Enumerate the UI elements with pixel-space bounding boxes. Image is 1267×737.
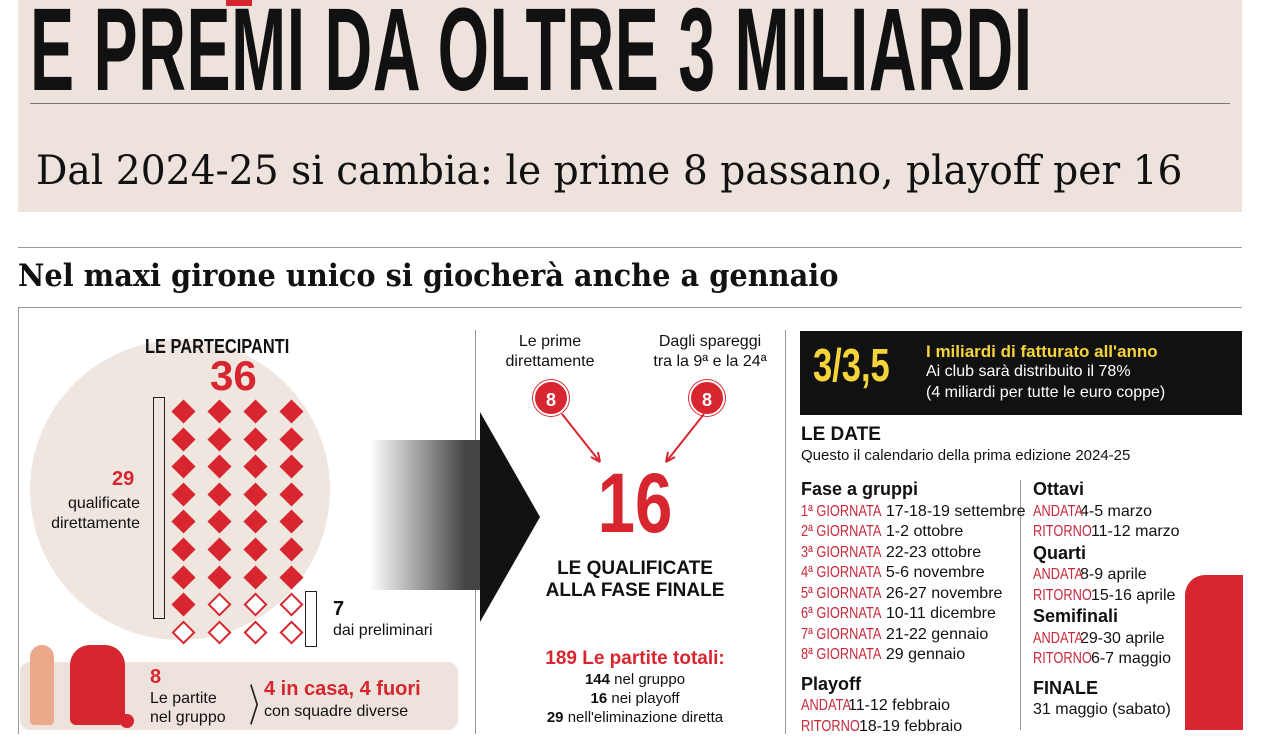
totals-list: 144 nel gruppo 16 nei playoff 29 nell'el… — [505, 670, 765, 727]
revenue-line1: I miliardi di fatturato all'anno — [926, 342, 1158, 362]
date-row: 7ª GIORNATA 21-22 gennaio — [801, 625, 1026, 646]
revenue-line2: Ai club sarà distribuito il 78% — [926, 363, 1131, 381]
starball-fade-icon — [370, 440, 490, 590]
date-row: ANDATA 29-30 aprile — [1033, 629, 1180, 650]
column-divider — [785, 330, 786, 734]
player-silhouette-icon — [70, 645, 125, 725]
divider — [18, 247, 1242, 248]
dates-title: LE DATE — [801, 424, 881, 446]
dates-section-title: Semifinali — [1033, 606, 1118, 626]
dates-section-title: Ottavi — [1033, 479, 1084, 499]
prelim-count: 7 — [333, 598, 344, 621]
matches-detail: con squadre diverse — [264, 703, 408, 721]
totals-row: 16 nei playoff — [505, 689, 765, 708]
date-row: 6ª GIORNATA 10-11 dicembre — [801, 604, 1026, 625]
date-row: ANDATA 8-9 aprile — [1033, 565, 1180, 586]
trophy-icon — [1185, 575, 1243, 730]
section-heading: Nel maxi girone unico si giocherà anche … — [18, 258, 838, 294]
totals-headline: 189 Le partite totali: — [505, 648, 765, 670]
ball-icon — [120, 714, 134, 728]
date-row: RITORNO 15-16 aprile — [1033, 586, 1180, 607]
totals-row: 144 nel gruppo — [505, 670, 765, 689]
date-row: 3ª GIORNATA 22-23 ottobre — [801, 543, 1026, 564]
totals-row: 29 nell'eliminazione diretta — [505, 708, 765, 727]
date-row: 4ª GIORNATA 5-6 novembre — [801, 563, 1026, 584]
subtitle: Dal 2024-25 si cambia: le prime 8 passan… — [36, 148, 1182, 194]
dates-section-title: FINALE — [1033, 678, 1098, 698]
bracket-prelim — [305, 591, 317, 647]
dates-subtitle: Questo il calendario della prima edizion… — [801, 447, 1130, 464]
participants-total: 36 — [210, 352, 257, 400]
date-row: ANDATA 11-12 febbraio — [801, 696, 1026, 717]
prelim-label: dai preliminari — [333, 622, 433, 640]
date-row: RITORNO 6-7 maggio — [1033, 649, 1180, 670]
final-date: 31 maggio (sabato) — [1033, 700, 1180, 721]
dates-section-title: Quarti — [1033, 543, 1086, 563]
date-row: 1ª GIORNATA 17-18-19 settembre — [801, 502, 1026, 523]
matches-highlight: 4 in casa, 4 fuori — [264, 678, 421, 701]
date-row: 2ª GIORNATA 1-2 ottobre — [801, 522, 1026, 543]
revenue-line3: (4 miliardi per tutte le euro coppe) — [926, 384, 1165, 402]
revenue-value: 3/3,5 — [813, 338, 890, 392]
date-row: 5ª GIORNATA 26-27 novembre — [801, 584, 1026, 605]
page-title: E PREMI DA OLTRE 3 MILIARDI — [30, 0, 1033, 116]
divider — [18, 307, 19, 734]
group-stage-dates: Fase a gruppi 1ª GIORNATA 17-18-19 settem… — [801, 479, 1026, 737]
dates-section-title: Fase a gruppi — [801, 479, 918, 499]
date-row: 8ª GIORNATA 29 gennaio — [801, 645, 1026, 666]
matches-count: 8 — [150, 666, 161, 689]
divider — [30, 103, 1230, 104]
outline-diamond-icon — [279, 620, 303, 644]
bracket-direct — [153, 397, 165, 619]
player-silhouette-icon — [30, 645, 54, 725]
date-row: ANDATA 4-5 marzo — [1033, 502, 1180, 523]
divider — [18, 307, 1242, 308]
dates-section-title: Playoff — [801, 674, 861, 694]
direct-count: 29 — [112, 468, 134, 491]
date-row: RITORNO 11-12 marzo — [1033, 522, 1180, 543]
qualified-total: 16 — [575, 455, 695, 552]
